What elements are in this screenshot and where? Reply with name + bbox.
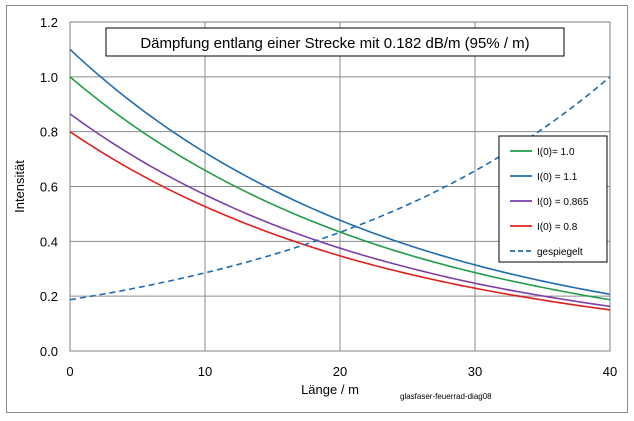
legend-label-2: I(0) = 0.865: [537, 197, 589, 208]
series-lines: [69, 48, 611, 311]
chart-title-box: Dämpfung entlang einer Strecke mit 0.182…: [105, 27, 565, 57]
legend-label-0: I(0)= 1.0: [537, 147, 575, 158]
y-tick-label: 0.6: [40, 180, 58, 195]
y-axis-title: Intensität: [12, 160, 27, 213]
x-tick-label: 40: [603, 364, 617, 379]
x-axis-ticks: 0 10 20 30 40: [66, 364, 617, 379]
y-tick-label: 1.2: [40, 15, 58, 30]
series-line-4: [69, 76, 611, 301]
x-tick-label: 20: [333, 364, 347, 379]
x-tick-label: 10: [198, 364, 212, 379]
y-axis-ticks: 0.0 0.2 0.4 0.6 0.8 1.0 1.2: [40, 15, 58, 359]
y-tick-label: 0.2: [40, 289, 58, 304]
y-tick-label: 0.4: [40, 234, 58, 249]
plot-area: [69, 21, 611, 352]
series-line-0: [69, 76, 611, 301]
series-line-1: [69, 48, 611, 296]
x-tick-label: 0: [66, 364, 73, 379]
series-line-3: [69, 131, 611, 311]
legend: I(0)= 1.0 I(0) = 1.1 I(0) = 0.865 I(0) = 0.…: [498, 135, 608, 263]
y-tick-label: 1.0: [40, 70, 58, 85]
legend-label-3: I(0) = 0.8: [537, 222, 578, 233]
chart-title: Dämpfung entlang einer Strecke mit 0.182…: [140, 35, 529, 52]
legend-label-1: I(0) = 1.1: [537, 172, 578, 183]
x-axis-title: Länge / m: [301, 382, 359, 397]
legend-label-4: gespiegelt: [537, 247, 583, 258]
credit-text: glasfaser-feuerrad-diag08: [400, 392, 492, 401]
series-line-2: [69, 113, 611, 308]
y-tick-label: 0.0: [40, 344, 58, 359]
y-tick-label: 0.8: [40, 125, 58, 140]
x-tick-label: 30: [468, 364, 482, 379]
